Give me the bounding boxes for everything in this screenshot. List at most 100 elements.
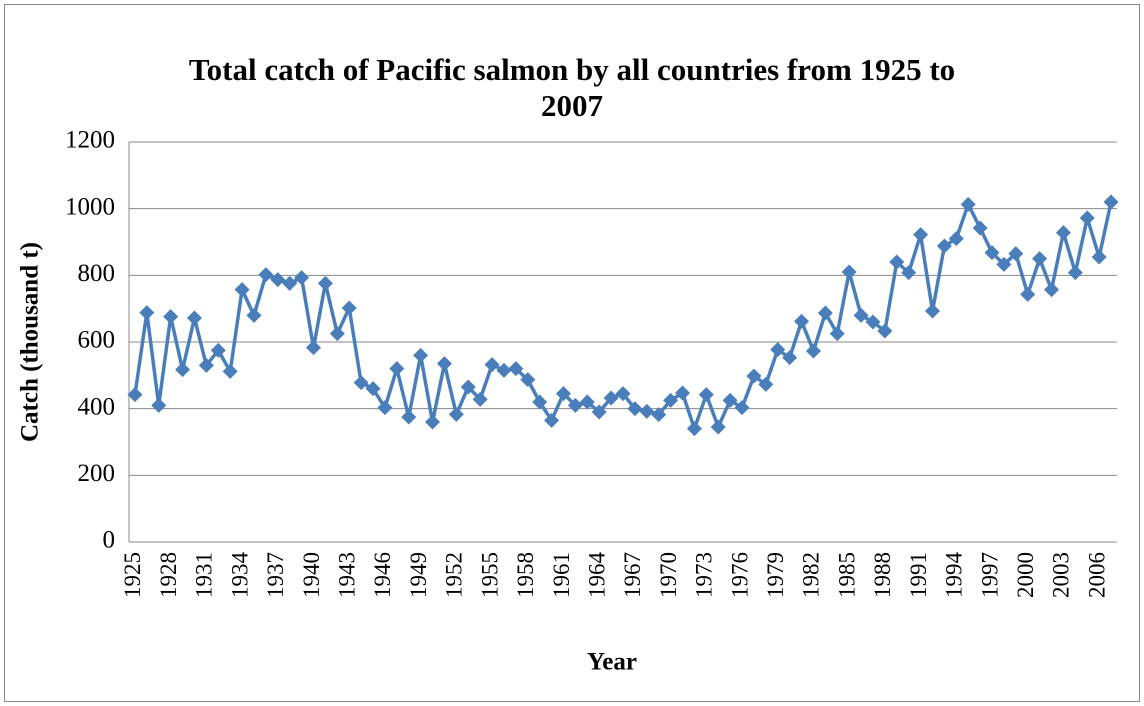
data-point bbox=[186, 310, 202, 326]
x-tick-label: 1973 bbox=[692, 552, 717, 598]
x-tick-label: 1946 bbox=[370, 552, 395, 598]
data-point bbox=[758, 376, 774, 392]
x-tick-label: 1943 bbox=[334, 552, 359, 598]
data-point bbox=[710, 419, 726, 435]
x-tick-label: 1997 bbox=[977, 552, 1002, 598]
data-point bbox=[306, 340, 322, 356]
data-point bbox=[853, 307, 869, 323]
data-point bbox=[222, 363, 238, 379]
x-tick-label: 1964 bbox=[584, 552, 609, 599]
data-point bbox=[282, 275, 298, 291]
data-point bbox=[651, 407, 667, 423]
data-point bbox=[924, 303, 940, 319]
data-point bbox=[889, 254, 905, 270]
data-point bbox=[1020, 286, 1036, 302]
data-point bbox=[377, 400, 393, 416]
data-point bbox=[841, 264, 857, 280]
x-tick-label: 1949 bbox=[406, 552, 431, 598]
data-point bbox=[365, 381, 381, 397]
data-point bbox=[413, 347, 429, 363]
data-point bbox=[127, 387, 143, 403]
data-point bbox=[317, 275, 333, 291]
data-point bbox=[389, 361, 405, 377]
y-tick-label: 600 bbox=[78, 327, 116, 354]
data-point bbox=[984, 245, 1000, 261]
data-point bbox=[686, 421, 702, 437]
data-point bbox=[1008, 246, 1024, 262]
data-point bbox=[948, 231, 964, 247]
x-tick-label: 2006 bbox=[1084, 552, 1109, 598]
data-point bbox=[258, 267, 274, 283]
x-axis-title: Year bbox=[587, 649, 637, 676]
data-point bbox=[1067, 265, 1083, 281]
data-point bbox=[555, 386, 571, 402]
data-point bbox=[544, 412, 560, 428]
data-point bbox=[996, 256, 1012, 272]
x-tick-label: 1940 bbox=[299, 552, 324, 598]
data-point bbox=[401, 409, 417, 425]
x-tick-label: 1979 bbox=[763, 552, 788, 598]
data-point bbox=[722, 392, 738, 408]
data-point bbox=[353, 375, 369, 391]
data-point bbox=[1079, 210, 1095, 226]
data-point bbox=[901, 265, 917, 281]
data-point bbox=[770, 342, 786, 358]
data-point bbox=[865, 314, 881, 330]
data-point bbox=[877, 323, 893, 339]
data-point bbox=[794, 313, 810, 329]
data-point bbox=[936, 238, 952, 254]
data-point bbox=[329, 326, 345, 342]
data-point bbox=[508, 361, 524, 377]
data-point bbox=[460, 379, 476, 395]
data-point bbox=[163, 309, 179, 325]
x-tick-label: 1967 bbox=[620, 552, 645, 598]
x-tick-label: 1982 bbox=[799, 552, 824, 598]
data-point bbox=[1103, 194, 1119, 210]
data-point bbox=[805, 343, 821, 359]
data-point bbox=[603, 390, 619, 406]
data-point bbox=[1091, 249, 1107, 265]
data-point bbox=[436, 356, 452, 372]
data-point bbox=[1044, 282, 1060, 298]
y-tick-label: 800 bbox=[78, 260, 116, 287]
data-point bbox=[615, 386, 631, 402]
x-tick-label: 1991 bbox=[906, 552, 931, 598]
chart-border bbox=[4, 4, 1140, 702]
data-point bbox=[448, 406, 464, 422]
data-point bbox=[627, 401, 643, 417]
data-point bbox=[829, 326, 845, 342]
data-point bbox=[496, 362, 512, 378]
data-point bbox=[734, 400, 750, 416]
data-point bbox=[567, 397, 583, 413]
data-point bbox=[579, 394, 595, 410]
x-tick-label: 1934 bbox=[227, 552, 252, 599]
data-point bbox=[270, 272, 286, 288]
data-point bbox=[198, 357, 214, 373]
y-axis-title: Catch (thousand t) bbox=[17, 242, 44, 442]
chart-title: Total catch of Pacific salmon by all cou… bbox=[188, 52, 956, 123]
x-tick-label: 1958 bbox=[513, 552, 538, 598]
data-point bbox=[425, 414, 441, 430]
x-tick-label: 1970 bbox=[656, 552, 681, 598]
x-tick-label: 1952 bbox=[442, 552, 467, 598]
y-tick-label: 200 bbox=[78, 460, 116, 487]
data-point bbox=[639, 403, 655, 419]
data-point bbox=[663, 392, 679, 408]
data-point bbox=[782, 350, 798, 366]
data-point bbox=[972, 220, 988, 236]
data-point bbox=[591, 404, 607, 420]
y-tick-label: 0 bbox=[103, 527, 116, 554]
data-point bbox=[139, 305, 155, 321]
data-point bbox=[151, 397, 167, 413]
data-point bbox=[913, 227, 929, 243]
y-tick-label: 1000 bbox=[65, 193, 115, 220]
x-tick-label: 1928 bbox=[156, 552, 181, 598]
x-tick-label: 1985 bbox=[834, 552, 859, 598]
data-point bbox=[698, 387, 714, 403]
x-tick-label: 1976 bbox=[727, 552, 752, 598]
data-point bbox=[246, 307, 262, 323]
data-point bbox=[532, 394, 548, 410]
data-point bbox=[675, 385, 691, 401]
x-tick-label: 1955 bbox=[477, 552, 502, 598]
